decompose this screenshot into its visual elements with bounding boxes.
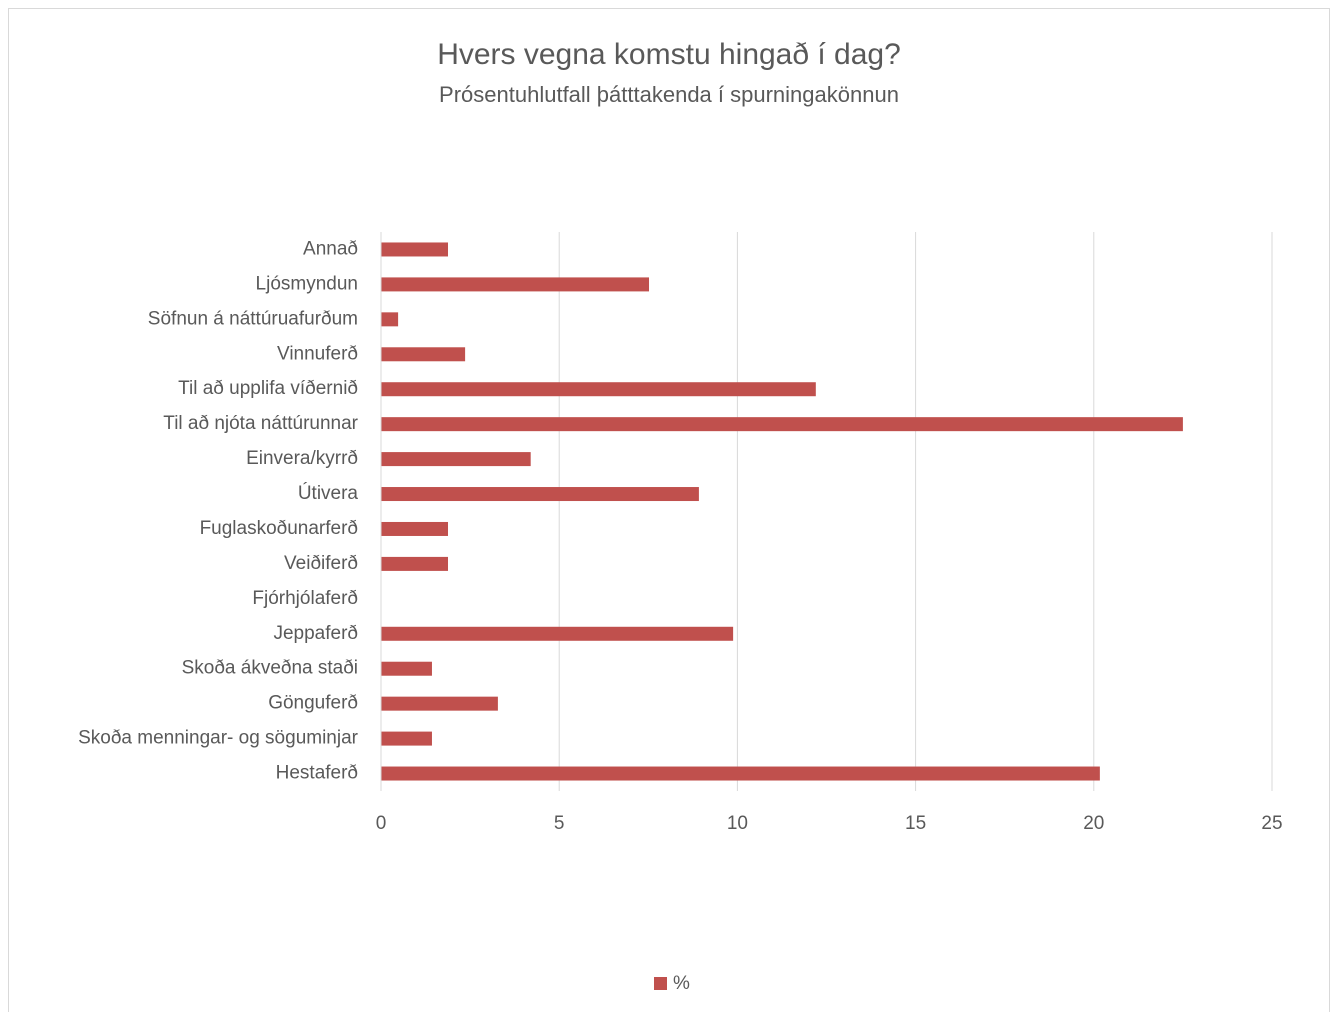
y-tick-label: Vinnuferð	[277, 343, 358, 364]
y-tick-label: Skoða menningar- og söguminjar	[78, 728, 359, 749]
legend-swatch	[654, 977, 667, 990]
chart-subtitle: Prósentuhlutfall þátttakenda í spurninga…	[439, 82, 899, 107]
bar	[381, 347, 466, 362]
bar	[381, 382, 816, 397]
y-tick-label: Útivera	[298, 482, 359, 504]
x-tick-label: 0	[376, 813, 387, 834]
x-tick-label: 25	[1261, 813, 1282, 834]
x-tick-label: 10	[727, 813, 748, 834]
y-tick-label: Einvera/kyrrð	[246, 448, 358, 469]
y-tick-label: Veiðiferð	[284, 553, 358, 574]
y-tick-label: Til að njóta náttúrunnar	[163, 413, 358, 434]
y-tick-label: Fjórhjólaferð	[252, 588, 358, 609]
y-tick-label: Jeppaferð	[273, 623, 358, 644]
chart-title: Hvers vegna komstu hingað í dag?	[437, 38, 901, 71]
bar	[381, 312, 399, 327]
y-tick-label: Gönguferð	[268, 693, 358, 714]
y-tick-label: Söfnun á náttúruafurðum	[148, 308, 358, 329]
bar	[381, 452, 531, 467]
bar	[381, 661, 432, 676]
y-tick-label: Annað	[303, 238, 358, 259]
x-tick-label: 5	[554, 813, 565, 834]
bar	[381, 626, 734, 641]
chart-frame	[8, 8, 1330, 1012]
x-tick-label: 15	[905, 813, 926, 834]
bar	[381, 696, 498, 711]
y-tick-label: Til að upplifa víðernið	[178, 378, 358, 399]
x-tick-label: 20	[1083, 813, 1104, 834]
y-tick-label: Skoða ákveðna staði	[182, 658, 358, 679]
bar	[381, 417, 1183, 432]
y-tick-label: Ljósmyndun	[256, 273, 358, 294]
y-tick-label: Fuglaskoðunarferð	[200, 518, 358, 539]
bar	[381, 277, 650, 292]
legend-label: %	[673, 973, 690, 994]
bar	[381, 487, 699, 502]
y-tick-label: Hestaferð	[276, 763, 358, 784]
bar	[381, 766, 1100, 781]
bar	[381, 731, 432, 746]
bar	[381, 521, 449, 536]
bar	[381, 242, 449, 257]
bar	[381, 556, 449, 571]
